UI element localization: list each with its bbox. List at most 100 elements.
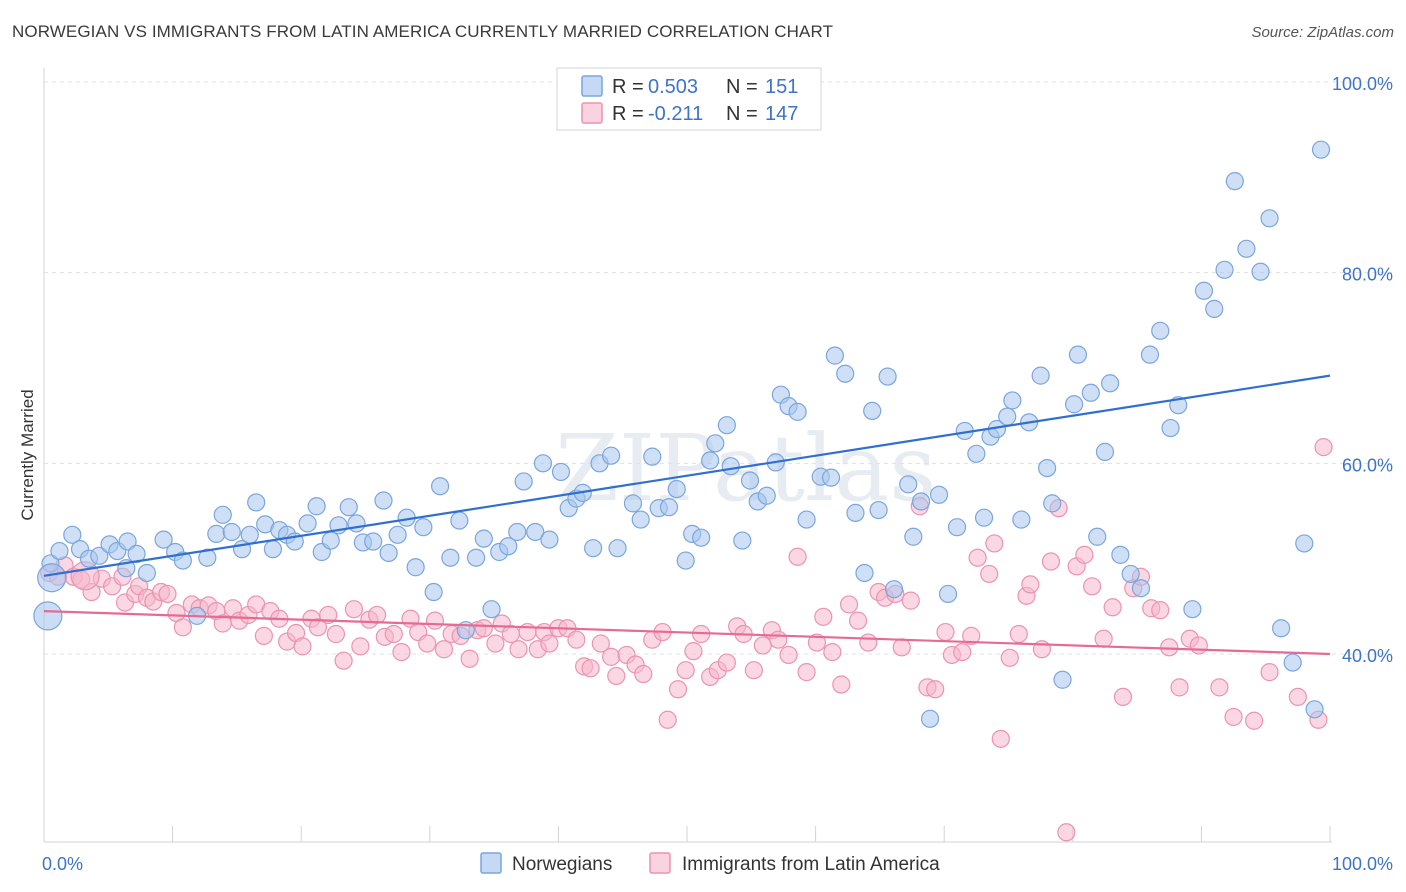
latin-america-point [926, 680, 945, 699]
latin-america-point [326, 624, 346, 644]
latin-america-point [668, 680, 688, 699]
norwegians-point [821, 468, 841, 487]
trend-line-latin-america [43, 610, 1331, 656]
norwegians-point [904, 527, 923, 546]
latin-america-point [859, 633, 878, 652]
norwegians-point [321, 531, 340, 550]
latin-america-point [474, 619, 493, 638]
norwegians-point [1100, 374, 1120, 393]
norwegians-point [50, 541, 69, 561]
latin-america-point [540, 634, 559, 653]
norwegians-point [701, 451, 720, 470]
norwegians-point [526, 522, 545, 542]
latin-america-point [1021, 575, 1040, 594]
norwegians-point [855, 563, 874, 583]
norwegians-point [1295, 534, 1314, 553]
norwegians-point [1194, 281, 1214, 300]
latin-america-point [848, 611, 868, 630]
legend-n-value-pink: 147 [765, 103, 798, 125]
norwegians-point [967, 444, 986, 463]
norwegians-point [1237, 239, 1256, 258]
latin-america-point [901, 591, 920, 610]
norwegians-point [1081, 383, 1100, 402]
latin-america-point [1160, 638, 1179, 657]
norwegians-point [1131, 579, 1151, 598]
norwegians-point [717, 416, 736, 435]
latin-america-point [591, 634, 610, 653]
latin-america-point [839, 595, 859, 614]
latin-america-point [717, 653, 736, 672]
bottom-legend-swatch-norwegians [480, 852, 502, 874]
norwegians-point [1053, 670, 1072, 689]
norwegians-point [1064, 395, 1084, 414]
norwegians-point [1140, 345, 1160, 364]
norwegians-point [154, 530, 173, 549]
latin-america-point [509, 640, 528, 659]
norwegians-point [869, 500, 888, 520]
norwegians-point [406, 558, 425, 577]
latin-america-point [344, 600, 364, 619]
norwegians-point [788, 402, 807, 421]
norwegians-point [247, 493, 266, 512]
latin-america-point [1041, 552, 1061, 571]
latin-america-point [823, 642, 842, 662]
latin-america-point [486, 634, 505, 653]
norwegians-point [884, 580, 904, 599]
norwegians-point [863, 401, 882, 420]
norwegians-point [198, 548, 217, 567]
norwegians-point [441, 548, 460, 567]
legend-n-label-pink: N = [726, 103, 758, 125]
norwegians-point [920, 709, 940, 728]
latin-america-point [501, 624, 520, 644]
norwegians-point [90, 546, 109, 565]
latin-america-point [788, 547, 807, 566]
norwegians-point [836, 364, 855, 383]
latin-america-point [962, 626, 981, 645]
latin-america-point [173, 618, 192, 637]
norwegians-point [1121, 564, 1140, 584]
latin-america-point [1075, 545, 1094, 564]
tick-labels: 40.0% 60.0% 80.0% 100.0% 0.0% 100.0% [42, 74, 1393, 874]
latin-america-point [769, 630, 788, 649]
latin-america-point [460, 649, 479, 668]
norwegians-point [998, 407, 1017, 426]
latin-america-point [607, 666, 626, 686]
norwegians-point [1161, 418, 1180, 438]
norwegians-point [757, 486, 776, 505]
latin-america-point [807, 633, 826, 652]
latin-america-point [991, 729, 1010, 748]
latin-america-point [1103, 598, 1122, 617]
norwegians-point [1311, 140, 1331, 159]
norwegians-point [667, 479, 686, 499]
norwegians-point [1215, 260, 1234, 279]
norwegians-point [298, 514, 317, 533]
latin-america-point [753, 636, 772, 655]
norwegians-point [1305, 700, 1324, 719]
latin-america-point [1082, 577, 1102, 596]
bottom-legend: Norwegians Immigrants from Latin America [480, 852, 940, 875]
norwegians-point [1272, 619, 1291, 638]
latin-america-point [1288, 687, 1307, 707]
y-tick-label: 80.0% [1342, 265, 1393, 285]
latin-america-point [384, 624, 403, 644]
latin-america-point [953, 642, 972, 662]
norwegians-point [911, 492, 931, 511]
norwegians-point [533, 454, 553, 473]
latin-america-point [602, 647, 621, 666]
latin-america-point [1151, 601, 1170, 620]
norwegians-point [1043, 494, 1062, 513]
norwegians-point [173, 551, 192, 570]
bottom-legend-swatch-latin-america [649, 852, 671, 874]
legend-r-label-pink: R = [612, 103, 644, 125]
trend-lines [43, 374, 1331, 656]
legend-n-value-blue: 151 [765, 76, 798, 98]
latin-america-point [1094, 629, 1113, 648]
norwegians-point [508, 522, 527, 542]
norwegians-point [499, 537, 518, 556]
norwegians-point [137, 563, 156, 583]
norwegians-point [733, 531, 752, 550]
norwegians-point [1088, 527, 1107, 546]
norwegians-point [213, 505, 232, 524]
y-tick-label: 40.0% [1342, 646, 1393, 666]
latin-america-point [968, 548, 987, 567]
